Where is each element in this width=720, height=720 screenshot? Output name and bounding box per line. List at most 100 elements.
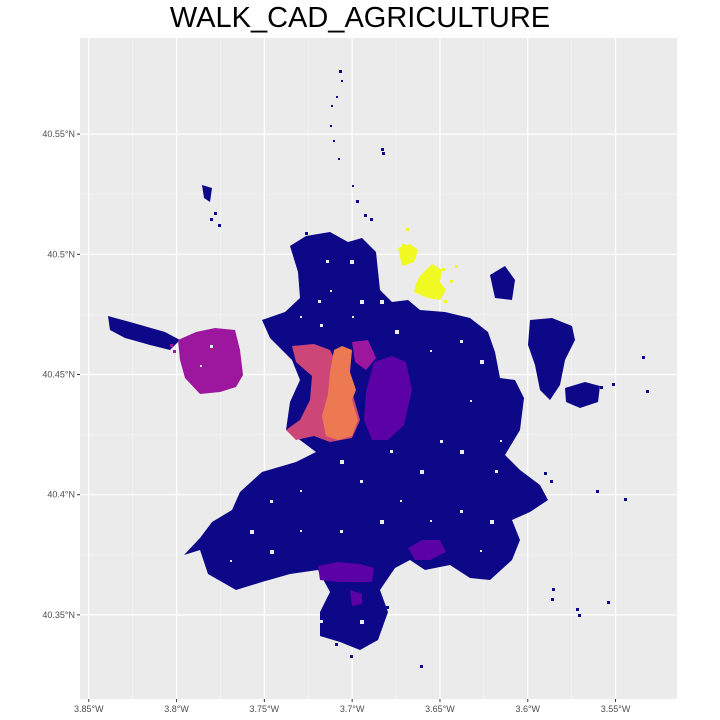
region-gap-cell: [480, 550, 482, 552]
region-gap-cell: [430, 350, 432, 352]
region-gap-cell: [430, 520, 432, 522]
region-level-2-cell: [226, 366, 229, 369]
region-gap-cell: [200, 365, 202, 367]
x-tick-label: 3.6°W: [515, 704, 540, 714]
region-level-0-cell: [370, 218, 373, 221]
region-gap-cell: [360, 480, 363, 483]
region-gap-cell: [400, 500, 402, 502]
y-tick-label: 40.4°N: [47, 490, 75, 500]
region-level-0-cell: [350, 655, 353, 658]
region-gap-cell: [480, 360, 484, 364]
region-gap-cell: [460, 340, 463, 343]
region-level-0-cell: [352, 185, 354, 187]
region-gap-cell: [326, 260, 329, 263]
region-level-0-cell: [305, 232, 308, 235]
region-level-5-cell: [450, 280, 453, 283]
region-level-0-cell: [642, 356, 645, 359]
region-gap-cell: [340, 530, 343, 533]
region-gap-cell: [230, 560, 232, 562]
region-level-0-cell: [578, 614, 581, 617]
x-tick-label: 3.85°W: [74, 704, 104, 714]
region-level-0-cell: [600, 386, 603, 389]
region-level-5: [414, 264, 446, 300]
region-gap-cell: [340, 460, 344, 464]
region-gap-cell: [318, 300, 321, 303]
x-tick-label: 3.75°W: [250, 704, 280, 714]
region-gap-cell: [490, 520, 494, 524]
region-level-1: [350, 590, 362, 606]
region-gap-cell: [210, 345, 213, 348]
region-gap-cell: [495, 470, 498, 473]
region-level-0-cell: [550, 480, 553, 483]
y-tick-label: 40.5°N: [47, 249, 75, 259]
y-tick-label: 40.35°N: [42, 610, 75, 620]
region-level-0-cell: [646, 390, 649, 393]
region-level-0: [202, 185, 212, 202]
y-tick-label: 40.45°N: [42, 370, 75, 380]
region-level-1: [364, 356, 412, 440]
region-level-5-cell: [442, 268, 445, 271]
region-gap-cell: [270, 550, 274, 554]
region-level-5-cell: [402, 244, 405, 247]
region-level-0-cell: [356, 200, 359, 203]
region-level-0-cell: [339, 70, 342, 73]
region-level-0-cell: [214, 212, 217, 215]
region-level-0-cell: [322, 244, 325, 247]
region-level-0: [528, 318, 575, 400]
region-level-0-cell: [330, 125, 332, 127]
region-level-5-cell: [406, 228, 409, 231]
region-gap-cell: [320, 324, 323, 327]
region-gap-cell: [300, 316, 302, 318]
region-gap-cell: [460, 510, 463, 513]
region-level-0: [108, 316, 180, 350]
region-level-0-cell: [336, 96, 338, 98]
x-axis: 3.85°W 3.8°W 3.75°W 3.7°W 3.65°W 3.6°W 3.55°W: [74, 699, 631, 714]
map-regions: [108, 70, 649, 668]
region-gap-cell: [420, 470, 424, 474]
region-level-0-cell: [210, 218, 213, 221]
region-level-5-cell: [404, 262, 407, 265]
region-level-0-cell: [544, 472, 547, 475]
region-level-0-cell: [333, 140, 335, 142]
region-level-0-cell: [612, 383, 615, 386]
region-gap-cell: [440, 440, 443, 443]
region-gap-cell: [460, 450, 464, 454]
y-tick-label: 40.55°N: [42, 129, 75, 139]
x-tick-label: 3.8°W: [164, 704, 189, 714]
region-level-0-cell: [331, 105, 333, 107]
region-level-2: [352, 340, 376, 370]
region-gap-cell: [250, 530, 254, 534]
region-level-0: [565, 382, 600, 408]
y-axis: 40.35°N 40.4°N 40.45°N 40.5°N 40.55°N: [42, 129, 80, 620]
region-level-0-cell: [607, 601, 610, 604]
region-gap-cell: [390, 450, 393, 453]
x-tick-label: 3.7°W: [340, 704, 365, 714]
region-level-2-cell: [170, 344, 173, 347]
region-level-0-cell: [335, 643, 338, 646]
region-level-0-cell: [551, 598, 554, 601]
region-level-2: [178, 328, 243, 394]
region-level-0-cell: [341, 80, 343, 82]
region-level-0-cell: [381, 148, 384, 151]
x-tick-label: 3.55°W: [601, 704, 631, 714]
region-gap-cell: [360, 620, 364, 624]
region-level-0-cell: [624, 498, 627, 501]
region-level-0: [490, 266, 515, 300]
region-level-0-cell: [218, 224, 221, 227]
region-level-0-cell: [338, 158, 340, 160]
region-gap-cell: [500, 440, 502, 442]
map-title: WALK_CAD_AGRICULTURE: [169, 2, 551, 34]
region-gap-cell: [470, 400, 472, 402]
region-level-5-cell: [444, 300, 447, 303]
region-gap-cell: [380, 300, 384, 304]
region-level-0-cell: [576, 608, 579, 611]
region-level-0-cell: [552, 588, 555, 591]
region-level-0-cell: [382, 152, 385, 155]
region-gap-cell: [300, 490, 302, 492]
region-level-2-cell: [237, 370, 240, 373]
region-level-2-cell: [173, 350, 176, 353]
region-level-0: [184, 232, 548, 650]
region-level-5-cell: [455, 265, 458, 268]
region-gap-cell: [320, 620, 323, 623]
